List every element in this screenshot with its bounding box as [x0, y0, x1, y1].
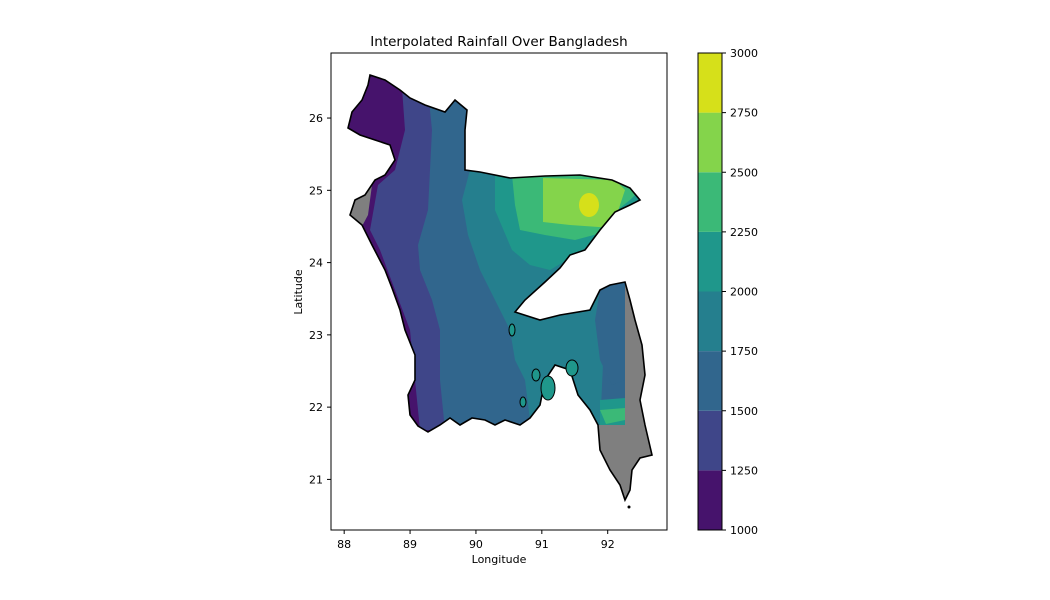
- y-axis: 21 22 23 24 25 26: [309, 112, 331, 486]
- chart-title: Interpolated Rainfall Over Bangladesh: [370, 34, 627, 50]
- delta-islands: [508, 323, 579, 408]
- y-tick-label: 21: [309, 473, 323, 486]
- x-tick-label: 90: [469, 538, 483, 551]
- y-tick-label: 24: [309, 257, 323, 270]
- y-axis-label: Latitude: [292, 269, 305, 315]
- band-1750-east: [595, 282, 625, 385]
- colorbar-segment: [698, 112, 722, 173]
- x-axis: 88 89 90 91 92: [337, 530, 615, 551]
- colorbar-tick-label: 2500: [730, 166, 758, 179]
- colorbar-segment: [698, 351, 722, 411]
- colorbar-tick-label: 3000: [730, 47, 758, 60]
- band-2750-peak: [579, 193, 599, 217]
- colorbar-segment: [698, 231, 722, 292]
- band-2250-se: [600, 408, 625, 424]
- colorbar-tick-label: 1250: [730, 464, 758, 477]
- x-axis-label: Longitude: [472, 553, 527, 566]
- colorbar-tick-label: 2250: [730, 226, 758, 239]
- x-tick-label: 91: [535, 538, 549, 551]
- colorbar-segment: [698, 53, 722, 113]
- y-tick-label: 23: [309, 329, 323, 342]
- x-tick-label: 92: [601, 538, 615, 551]
- colorbar-tick-label: 2000: [730, 286, 758, 299]
- colorbar-tick-label: 1750: [730, 345, 758, 358]
- y-tick-label: 26: [309, 112, 323, 125]
- y-tick-label: 22: [309, 401, 323, 414]
- colorbar-segment: [698, 470, 722, 530]
- st-martin-island: [627, 505, 631, 509]
- colorbar-segment: [698, 291, 722, 352]
- colorbar-tick-label: 1500: [730, 405, 758, 418]
- x-tick-label: 88: [337, 538, 351, 551]
- colorbar: 1000 1250 1500 1750 2000 2250 2500 2750 3000: [697, 47, 758, 537]
- x-tick-label: 89: [403, 538, 417, 551]
- colorbar-segment: [698, 410, 722, 471]
- colorbar-segment: [698, 172, 722, 232]
- colorbar-tick-label: 1000: [730, 524, 758, 537]
- y-tick-label: 25: [309, 184, 323, 197]
- colorbar-tick-label: 2750: [730, 107, 758, 120]
